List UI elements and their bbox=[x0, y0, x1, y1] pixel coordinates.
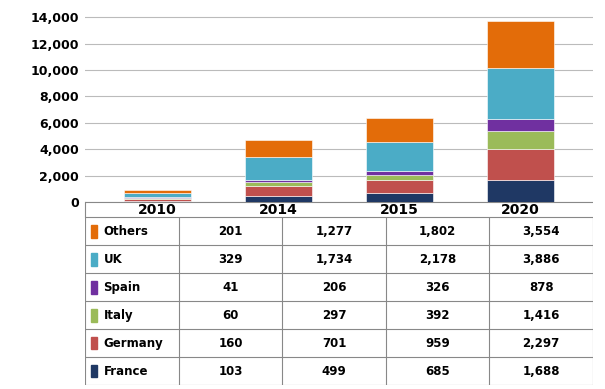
Text: Others: Others bbox=[103, 225, 148, 238]
Bar bbox=[91, 225, 97, 238]
Text: 1,734: 1,734 bbox=[315, 253, 353, 266]
Bar bbox=[487, 21, 554, 68]
Text: UK: UK bbox=[103, 253, 122, 266]
Bar bbox=[366, 142, 433, 171]
Bar bbox=[245, 186, 312, 196]
Text: 685: 685 bbox=[425, 364, 450, 378]
Bar bbox=[124, 190, 191, 193]
Text: 160: 160 bbox=[218, 336, 243, 350]
Bar bbox=[366, 180, 433, 193]
Text: France: France bbox=[103, 364, 148, 378]
Bar bbox=[91, 337, 97, 349]
Bar bbox=[245, 157, 312, 180]
Text: 201: 201 bbox=[218, 225, 243, 238]
Bar bbox=[124, 198, 191, 199]
Text: Spain: Spain bbox=[103, 281, 141, 294]
Bar bbox=[487, 68, 554, 119]
Bar bbox=[245, 196, 312, 202]
Text: 206: 206 bbox=[322, 281, 346, 294]
Text: 959: 959 bbox=[425, 336, 450, 350]
Bar bbox=[366, 171, 433, 175]
Text: 701: 701 bbox=[322, 336, 346, 350]
Bar bbox=[245, 140, 312, 157]
Text: 2020: 2020 bbox=[501, 203, 540, 217]
Bar bbox=[245, 180, 312, 182]
Bar bbox=[366, 118, 433, 142]
Text: 878: 878 bbox=[529, 281, 554, 294]
Text: 2,297: 2,297 bbox=[523, 336, 560, 350]
Text: 1,277: 1,277 bbox=[315, 225, 353, 238]
Text: 329: 329 bbox=[218, 253, 243, 266]
Text: 326: 326 bbox=[425, 281, 450, 294]
Text: 1,688: 1,688 bbox=[522, 364, 560, 378]
Text: 2,178: 2,178 bbox=[419, 253, 456, 266]
Text: Germany: Germany bbox=[103, 336, 163, 350]
Bar bbox=[487, 119, 554, 131]
Bar bbox=[124, 193, 191, 197]
Text: 2014: 2014 bbox=[259, 203, 298, 217]
Text: 1,416: 1,416 bbox=[523, 309, 560, 322]
Text: 2015: 2015 bbox=[380, 203, 419, 217]
Bar bbox=[366, 193, 433, 202]
Text: 1,802: 1,802 bbox=[419, 225, 456, 238]
Text: 2010: 2010 bbox=[138, 203, 177, 217]
Bar bbox=[91, 365, 97, 377]
Bar bbox=[487, 180, 554, 202]
Text: 41: 41 bbox=[222, 281, 239, 294]
Bar bbox=[91, 253, 97, 266]
Bar bbox=[487, 131, 554, 149]
Bar bbox=[124, 201, 191, 202]
Bar bbox=[91, 281, 97, 294]
Text: 103: 103 bbox=[218, 364, 243, 378]
Bar bbox=[124, 199, 191, 201]
Text: 60: 60 bbox=[222, 309, 239, 322]
Text: 499: 499 bbox=[322, 364, 347, 378]
Bar bbox=[91, 309, 97, 322]
Bar bbox=[487, 149, 554, 180]
Text: 297: 297 bbox=[322, 309, 346, 322]
Text: 3,886: 3,886 bbox=[522, 253, 560, 266]
Bar bbox=[366, 175, 433, 180]
Text: 392: 392 bbox=[425, 309, 450, 322]
Text: 3,554: 3,554 bbox=[522, 225, 560, 238]
Bar bbox=[245, 182, 312, 186]
Bar bbox=[124, 197, 191, 198]
Text: Italy: Italy bbox=[103, 309, 133, 322]
